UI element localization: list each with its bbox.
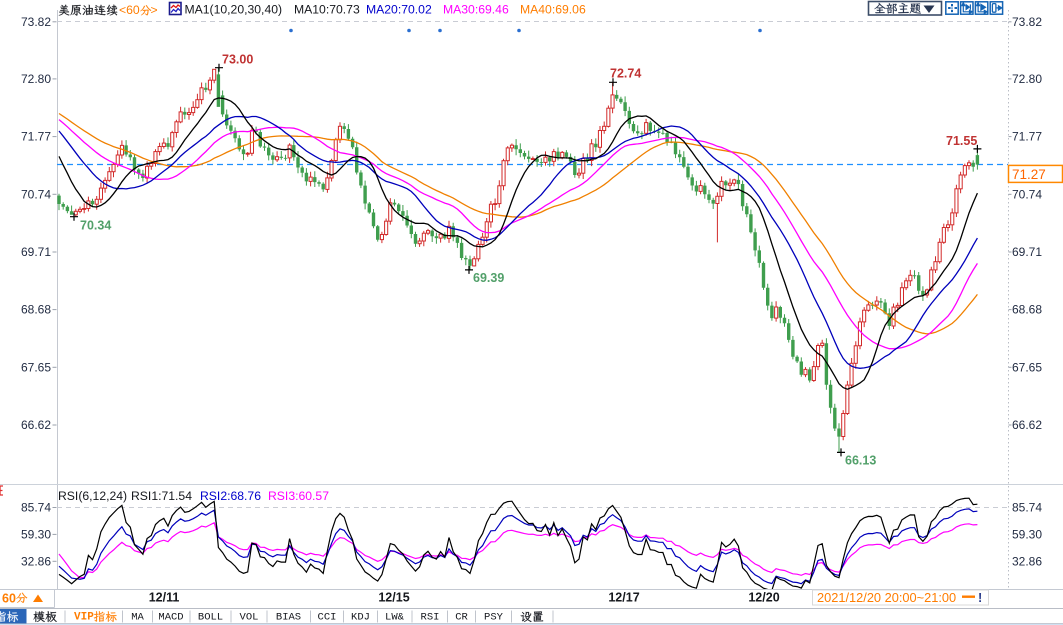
svg-text:85.74: 85.74 <box>1012 501 1042 515</box>
svg-text:32.86: 32.86 <box>21 554 51 568</box>
svg-text:68.68: 68.68 <box>1012 303 1042 317</box>
svg-text:VOL: VOL <box>240 612 259 624</box>
svg-text:VIP: VIP <box>74 612 94 624</box>
svg-text:67.65: 67.65 <box>21 360 51 374</box>
svg-text:12/20: 12/20 <box>748 591 779 605</box>
svg-text:66.62: 66.62 <box>1012 418 1042 432</box>
svg-text:BIAS: BIAS <box>276 612 301 624</box>
svg-text:PSY: PSY <box>484 612 504 624</box>
svg-text:69.39: 69.39 <box>473 271 504 285</box>
svg-text:73.82: 73.82 <box>1012 15 1042 29</box>
svg-text:68.68: 68.68 <box>21 303 51 317</box>
svg-text:CR: CR <box>455 612 468 624</box>
svg-text:72.74: 72.74 <box>610 66 641 80</box>
svg-text:73.82: 73.82 <box>21 15 51 29</box>
svg-text:59.30: 59.30 <box>21 527 51 541</box>
svg-text:70.74: 70.74 <box>1012 187 1042 201</box>
svg-text:71.27: 71.27 <box>1012 167 1046 182</box>
svg-text:69.71: 69.71 <box>21 245 51 259</box>
svg-text:MA20:70.02: MA20:70.02 <box>366 3 432 17</box>
svg-text:RSI3:60.57: RSI3:60.57 <box>268 489 329 503</box>
svg-text:RSI2:68.76: RSI2:68.76 <box>200 489 261 503</box>
svg-text:72.80: 72.80 <box>1012 72 1042 86</box>
svg-text:12/17: 12/17 <box>608 591 639 605</box>
svg-text:LW&: LW& <box>385 612 405 624</box>
svg-text:72.80: 72.80 <box>21 72 51 86</box>
svg-text:MACD: MACD <box>158 612 183 624</box>
svg-text:RSI1:71.54: RSI1:71.54 <box>131 489 192 503</box>
svg-text:MA1(10,20,30,40): MA1(10,20,30,40) <box>185 3 283 17</box>
svg-text:!: ! <box>978 590 982 605</box>
svg-text:12/11: 12/11 <box>149 591 180 605</box>
svg-text:BOLL: BOLL <box>198 612 223 624</box>
svg-text:71.55: 71.55 <box>946 134 977 148</box>
svg-text:66.13: 66.13 <box>845 453 876 467</box>
svg-text:CCI: CCI <box>318 612 337 624</box>
svg-text:70.74: 70.74 <box>21 187 51 201</box>
svg-text:67.65: 67.65 <box>1012 360 1042 374</box>
svg-text:<60: <60 <box>119 3 140 17</box>
svg-text:2021/12/20 20:00~21:00: 2021/12/20 20:00~21:00 <box>817 590 956 605</box>
svg-text:KDJ: KDJ <box>351 612 370 624</box>
svg-text:73.00: 73.00 <box>222 53 253 67</box>
svg-text:32.86: 32.86 <box>1012 554 1042 568</box>
svg-text:MA10:70.73: MA10:70.73 <box>294 3 360 17</box>
svg-text:>: > <box>151 3 158 17</box>
svg-text:69.71: 69.71 <box>1012 245 1042 259</box>
svg-text:71.77: 71.77 <box>21 130 51 144</box>
svg-text:RSI: RSI <box>421 612 440 624</box>
svg-text:59.30: 59.30 <box>1012 527 1042 541</box>
svg-text:60: 60 <box>2 592 16 606</box>
svg-text:85.74: 85.74 <box>21 501 51 515</box>
svg-text:66.62: 66.62 <box>21 418 51 432</box>
svg-text:70.34: 70.34 <box>80 219 111 233</box>
svg-text:RSI(6,12,24): RSI(6,12,24) <box>58 489 127 503</box>
svg-text:MA: MA <box>131 612 144 624</box>
svg-text:MA30:69.46: MA30:69.46 <box>443 3 509 17</box>
svg-text:MA40:69.06: MA40:69.06 <box>520 3 586 17</box>
svg-text:71.77: 71.77 <box>1012 130 1042 144</box>
svg-text:12/15: 12/15 <box>378 591 409 605</box>
